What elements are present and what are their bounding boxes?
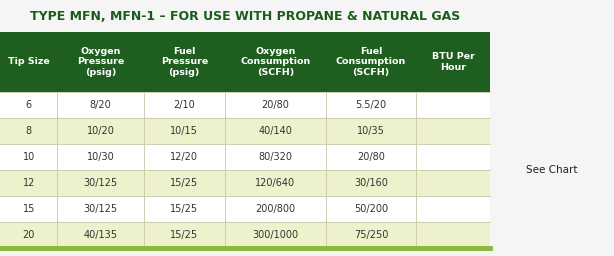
Text: 5.5/20: 5.5/20: [356, 100, 387, 110]
Text: 200/800: 200/800: [255, 204, 295, 214]
Text: 10/20: 10/20: [87, 126, 115, 136]
Text: Fuel
Consumption
(SCFH): Fuel Consumption (SCFH): [336, 47, 406, 77]
Text: Tip Size: Tip Size: [8, 58, 50, 67]
Text: 30/160: 30/160: [354, 178, 388, 188]
Text: 2/10: 2/10: [173, 100, 195, 110]
Text: BTU Per
Hour: BTU Per Hour: [432, 52, 475, 72]
Text: 20/80: 20/80: [357, 152, 385, 162]
FancyBboxPatch shape: [490, 0, 614, 32]
FancyBboxPatch shape: [490, 92, 614, 118]
FancyBboxPatch shape: [0, 144, 490, 170]
Text: 12: 12: [23, 178, 35, 188]
Text: 15: 15: [23, 204, 35, 214]
FancyBboxPatch shape: [0, 118, 490, 144]
FancyBboxPatch shape: [0, 0, 490, 32]
Text: 75/250: 75/250: [354, 230, 388, 240]
FancyBboxPatch shape: [490, 222, 614, 248]
FancyBboxPatch shape: [0, 32, 490, 92]
FancyBboxPatch shape: [0, 196, 490, 222]
Text: 30/125: 30/125: [84, 178, 118, 188]
Text: 300/1000: 300/1000: [252, 230, 298, 240]
Text: 80/320: 80/320: [258, 152, 292, 162]
Text: 6: 6: [26, 100, 32, 110]
Text: 15/25: 15/25: [170, 178, 198, 188]
Text: 50/200: 50/200: [354, 204, 388, 214]
Text: Oxygen
Pressure
(psig): Oxygen Pressure (psig): [77, 47, 124, 77]
Text: TYPE MFN, MFN-1 – FOR USE WITH PROPANE & NATURAL GAS: TYPE MFN, MFN-1 – FOR USE WITH PROPANE &…: [30, 9, 460, 23]
Text: 20: 20: [23, 230, 35, 240]
Text: 12/20: 12/20: [170, 152, 198, 162]
Text: 120/640: 120/640: [255, 178, 295, 188]
Text: See Chart: See Chart: [526, 165, 578, 175]
Text: 10/15: 10/15: [170, 126, 198, 136]
Text: Fuel
Pressure
(psig): Fuel Pressure (psig): [161, 47, 208, 77]
FancyBboxPatch shape: [0, 92, 490, 118]
Text: Oxygen
Consumption
(SCFH): Oxygen Consumption (SCFH): [240, 47, 311, 77]
Text: 10/35: 10/35: [357, 126, 385, 136]
Text: 20/80: 20/80: [262, 100, 289, 110]
Text: 15/25: 15/25: [170, 204, 198, 214]
FancyBboxPatch shape: [490, 118, 614, 144]
Text: 15/25: 15/25: [170, 230, 198, 240]
FancyBboxPatch shape: [490, 170, 614, 196]
Text: 40/140: 40/140: [258, 126, 292, 136]
Text: 30/125: 30/125: [84, 204, 118, 214]
Text: 8: 8: [26, 126, 32, 136]
FancyBboxPatch shape: [0, 170, 490, 196]
Text: 40/135: 40/135: [84, 230, 118, 240]
FancyBboxPatch shape: [490, 196, 614, 222]
FancyBboxPatch shape: [490, 144, 614, 170]
Text: 10: 10: [23, 152, 35, 162]
Text: 8/20: 8/20: [90, 100, 112, 110]
FancyBboxPatch shape: [0, 222, 490, 248]
Text: 10/30: 10/30: [87, 152, 114, 162]
